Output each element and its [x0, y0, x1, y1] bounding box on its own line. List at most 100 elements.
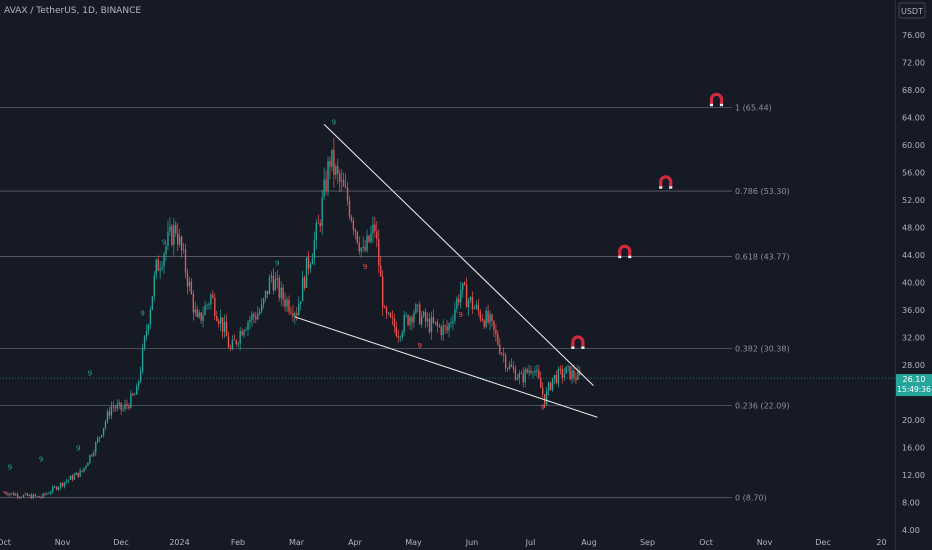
candle-body	[542, 387, 544, 395]
candle-body	[132, 393, 134, 396]
candle-body	[309, 264, 312, 269]
magnet-icon-tip	[618, 255, 622, 259]
candle-body	[108, 411, 111, 416]
candle-body	[301, 277, 304, 302]
candle-body	[225, 321, 228, 337]
candle-body	[155, 259, 157, 276]
candle-body	[483, 320, 485, 327]
fib-level-label: 1 (65.44)	[735, 104, 772, 113]
x-axis[interactable]: Oct Nov Dec 2024 Feb Mar Apr May Jun Jul Aug Sep Oct…	[0, 538, 887, 547]
candle-body	[540, 377, 542, 388]
candle-body	[28, 494, 31, 496]
candle-body	[98, 437, 101, 439]
candle-body	[501, 353, 503, 355]
currency-button[interactable]: USDT	[898, 2, 926, 19]
candle-body	[331, 149, 333, 167]
candle-body	[463, 282, 466, 285]
candle-body	[405, 315, 407, 317]
candle-body	[100, 435, 103, 438]
candle-body	[114, 407, 116, 409]
candle-body	[18, 497, 21, 498]
candle-body	[153, 275, 155, 297]
candle-body	[300, 301, 302, 304]
candle-body	[235, 340, 237, 344]
candle-body	[40, 497, 42, 498]
x-axis-tick-label: 20	[876, 538, 886, 547]
fib-level-label: 0.786 (53.30)	[735, 187, 790, 196]
candle-body	[450, 322, 452, 324]
candle-body	[282, 287, 284, 300]
td-count-marker: 9	[140, 310, 144, 318]
price-tag-countdown: 15:49:36	[897, 385, 931, 394]
candle-body	[249, 319, 251, 323]
td-count-marker: 9	[459, 311, 463, 319]
candle-body	[87, 462, 89, 466]
candle-body	[411, 317, 413, 323]
candle-body	[34, 494, 36, 497]
candle-body	[77, 472, 79, 477]
candle-body	[262, 298, 265, 305]
candle-body	[221, 317, 224, 332]
candle-body	[512, 366, 515, 369]
candle-body	[73, 475, 75, 480]
candle-body	[276, 277, 278, 280]
candle-body	[503, 353, 505, 356]
y-axis-tick-label: 76.00	[902, 31, 925, 40]
candle-body	[487, 311, 489, 323]
fib-level-label: 0.236 (22.09)	[735, 402, 790, 411]
candle-body	[278, 277, 280, 298]
candle-body	[198, 312, 200, 317]
candle-body	[462, 282, 464, 291]
candle-body	[362, 246, 364, 248]
x-axis-tick-label: Jun	[465, 538, 479, 547]
candle-body	[569, 366, 571, 380]
currency-button-frame[interactable]	[898, 2, 926, 19]
candle-body	[547, 382, 550, 391]
y-axis[interactable]: 76.00 72.00 68.00 64.00 60.00 56.00 52.00 48.00…	[902, 31, 925, 535]
candle-body	[565, 366, 567, 374]
candle-body	[48, 493, 50, 495]
candle-body	[475, 304, 478, 308]
trendline-lower[interactable]	[294, 316, 598, 418]
candle-body	[341, 180, 343, 182]
candle-body	[518, 373, 521, 379]
candle-body	[430, 317, 433, 332]
candle-body	[575, 377, 577, 380]
candle-body	[354, 229, 357, 232]
candle-body	[241, 331, 243, 336]
candle-body	[395, 327, 398, 337]
candle-body	[428, 318, 431, 332]
candle-body	[126, 404, 128, 406]
candle-body	[342, 180, 345, 187]
td-count-marker: 9	[332, 118, 336, 126]
candle-body	[456, 298, 458, 309]
candle-body	[477, 304, 480, 312]
trendlines[interactable]	[294, 123, 598, 418]
magnet-icon-tip	[719, 103, 724, 107]
td-count-marker: 9	[541, 404, 545, 412]
y-axis-tick-label: 64.00	[902, 114, 925, 123]
candle-body	[167, 231, 169, 247]
x-axis-tick-label: Jul	[525, 538, 536, 547]
candle-body	[93, 452, 95, 456]
candle-body	[286, 299, 288, 307]
candle-body	[577, 371, 579, 380]
candle-body	[510, 364, 513, 367]
candle-body	[255, 316, 257, 320]
candle-body	[434, 321, 437, 323]
candle-body	[15, 494, 17, 496]
candle-body	[479, 311, 481, 320]
trendline-upper[interactable]	[323, 123, 594, 387]
currency-button-label[interactable]: USDT	[901, 7, 923, 16]
candle-body	[555, 374, 558, 384]
candle-body	[196, 309, 198, 317]
candle-body	[3, 492, 5, 493]
symbol-title[interactable]: AVAX / TetherUS, 1D, BINANCE	[4, 6, 141, 16]
candle-body	[118, 402, 120, 405]
candle-body	[504, 355, 507, 369]
candle-body	[346, 187, 349, 201]
candle-body	[553, 374, 556, 379]
fib-level-label: 0 (8.70)	[735, 494, 767, 503]
